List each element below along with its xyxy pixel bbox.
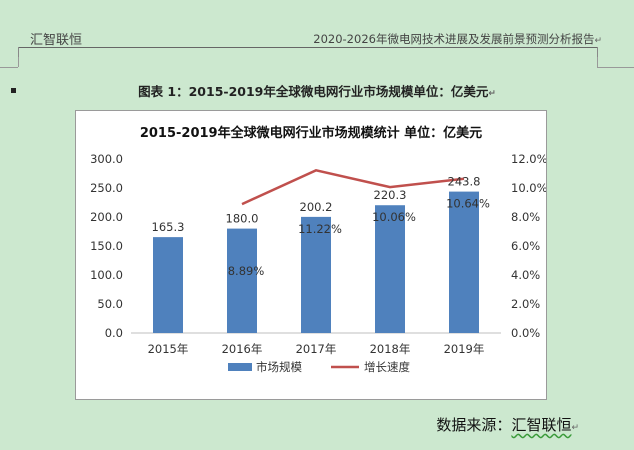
- bar-value-label: 165.3: [152, 220, 185, 234]
- header-rule: [18, 47, 598, 48]
- x-tick-label: 2019年: [444, 342, 485, 356]
- chart-container[interactable]: 2015-2019年全球微电网行业市场规模统计 单位：亿美元 0.0 50.0 100…: [75, 110, 548, 400]
- bar: [301, 216, 331, 333]
- source-label: 数据来源：: [436, 416, 512, 434]
- header-company: 汇智联恒: [30, 33, 83, 48]
- source-line: 数据来源：汇智联恒↵: [436, 414, 579, 435]
- bar: [227, 228, 257, 333]
- y-left-tick-label: 150.0: [90, 239, 123, 253]
- bar-value-label: 200.2: [300, 200, 333, 214]
- y-left-tick-label: 100.0: [90, 268, 123, 282]
- x-tick-label: 2018年: [370, 342, 411, 356]
- y-right-tick-label: 12.0%: [511, 152, 546, 166]
- paragraph-mark: ↵: [571, 423, 579, 433]
- bar: [153, 237, 183, 333]
- margin-mark-left: [18, 47, 19, 57]
- y-left-tick-label: 300.0: [90, 152, 123, 166]
- x-tick-label: 2017年: [296, 342, 337, 356]
- line-value-label: 8.89%: [228, 264, 265, 278]
- line-value-label: 10.64%: [446, 197, 490, 211]
- figure-caption-text: 图表 1：2015-2019年全球微电网行业市场规模单位：亿美元: [138, 84, 489, 99]
- crop-mark-right-vertical: [597, 57, 598, 67]
- line-value-label: 10.06%: [372, 210, 416, 224]
- y-right-tick-label: 8.0%: [511, 210, 540, 224]
- y-right-tick-label: 6.0%: [511, 239, 540, 253]
- bullet-icon: [11, 88, 16, 93]
- bar: [375, 205, 405, 333]
- bar-value-label: 220.3: [374, 188, 407, 202]
- y-left-tick-label: 50.0: [97, 297, 123, 311]
- legend-label: 市场规模: [256, 360, 302, 374]
- y-right-tick-label: 4.0%: [511, 268, 540, 282]
- bar-value-label: 180.0: [226, 212, 259, 226]
- header-report-title: 2020-2026年微电网技术进展及发展前景预测分析报告↵: [313, 31, 602, 47]
- crop-mark-left: [0, 67, 18, 68]
- paragraph-mark: ↵: [594, 36, 602, 46]
- y-left-tick-label: 250.0: [90, 181, 123, 195]
- bar-value-label: 243.8: [448, 175, 481, 189]
- legend-swatch-bar: [228, 363, 252, 371]
- legend-label: 增长速度: [364, 360, 410, 374]
- y-right-tick-label: 10.0%: [511, 181, 546, 195]
- crop-mark-left-vertical: [18, 57, 19, 67]
- crop-mark-right: [597, 67, 634, 68]
- header-report-title-text: 2020-2026年微电网技术进展及发展前景预测分析报告: [313, 32, 595, 46]
- chart-title: 2015-2019年全球微电网行业市场规模统计 单位：亿美元: [140, 125, 482, 141]
- y-left-tick-label: 0.0: [105, 326, 123, 340]
- paragraph-mark: ↵: [488, 89, 496, 99]
- y-right-tick-label: 2.0%: [511, 297, 540, 311]
- y-right-tick-label: 0.0%: [511, 326, 540, 340]
- bar: [449, 191, 479, 333]
- figure-caption: 图表 1：2015-2019年全球微电网行业市场规模单位：亿美元↵: [0, 81, 634, 100]
- chart: 2015-2019年全球微电网行业市场规模统计 单位：亿美元 0.0 50.0 100…: [90, 125, 548, 374]
- y-left-tick-label: 200.0: [90, 210, 123, 224]
- x-tick-label: 2015年: [148, 342, 189, 356]
- line-value-label: 11.22%: [298, 222, 342, 236]
- margin-mark-right: [597, 47, 598, 57]
- growth-line: [241, 168, 465, 206]
- source-name: 汇智联恒: [511, 416, 572, 434]
- x-tick-label: 2016年: [222, 342, 263, 356]
